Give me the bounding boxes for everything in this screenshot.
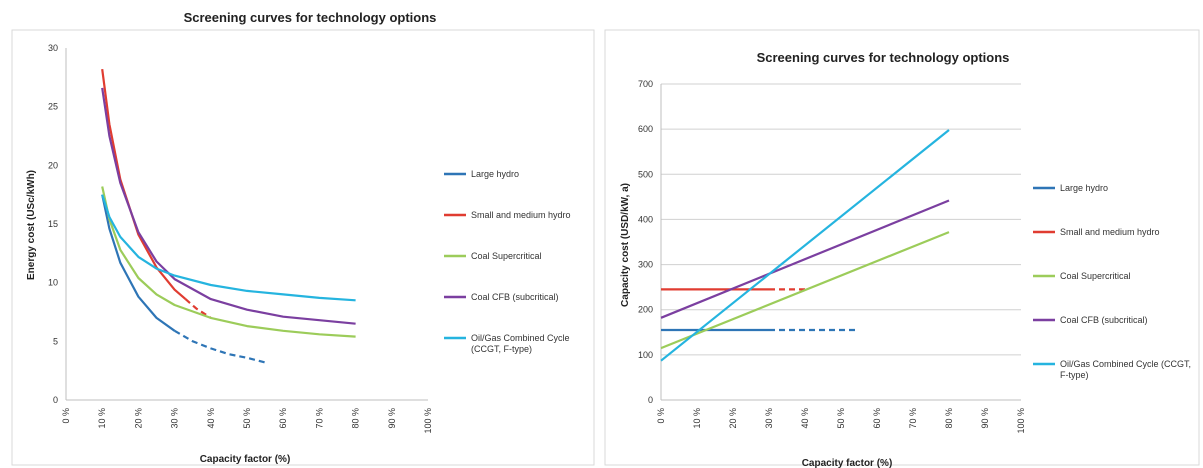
y-tick-label: 500 — [638, 169, 653, 179]
y-tick-label: 100 — [638, 350, 653, 360]
x-tick-label: 50 % — [836, 408, 846, 429]
legend-label-coal-supercritical: Coal Supercritical — [1060, 271, 1131, 281]
y-tick-label: 25 — [48, 102, 58, 112]
x-axis-title: Capacity factor (%) — [802, 458, 893, 468]
series-line-dashed-small-and-medium-hydro — [184, 298, 212, 319]
series-line-dashed-large-hydro — [174, 329, 266, 364]
chart-border — [11, 29, 595, 466]
series-line-coal-cfb-subcritical — [660, 199, 950, 319]
y-axis-title: Capacity cost (USD/kW, a) — [620, 183, 631, 307]
y-tick-label: 600 — [638, 124, 653, 134]
legend-label-large-hydro: Large hydro — [471, 169, 519, 179]
energy-cost-chart-svg: Screening curves for technology options … — [11, 10, 595, 466]
x-tick-label: 20 % — [728, 408, 738, 429]
x-tick-label: 10 % — [97, 408, 107, 429]
y-axis-title: Energy cost (USc/kWh) — [26, 170, 37, 280]
x-tick-label: 30 % — [764, 408, 774, 429]
x-axis-title: Capacity factor (%) — [200, 454, 291, 465]
x-tick-label: 60 % — [278, 408, 288, 429]
y-tick-label: 0 — [648, 395, 653, 405]
x-tick-label: 50 % — [242, 408, 252, 429]
series-line-large-hydro — [101, 194, 176, 332]
y-tick-label: 5 — [53, 336, 58, 346]
x-tick-label: 80 % — [351, 408, 361, 429]
chart-panel-energy-cost: Screening curves for technology options … — [0, 0, 600, 468]
x-tick-label: 40 % — [206, 408, 216, 429]
legend-label-oil-gas-combined-cycle-ccgt-f-type: Oil/Gas Combined Cycle (CCGT, F-type) — [1060, 359, 1191, 380]
series-line-coal-supercritical — [101, 186, 356, 338]
x-tick-label: 100 % — [423, 408, 433, 434]
x-tick-label: 40 % — [800, 408, 810, 429]
x-tick-label: 30 % — [170, 408, 180, 429]
series-line-coal-supercritical — [660, 231, 950, 350]
x-tick-label: 80 % — [944, 408, 954, 429]
legend-label-coal-cfb-subcritical: Coal CFB (subcritical) — [471, 292, 559, 302]
x-tick-label: 60 % — [872, 408, 882, 429]
series-line-small-and-medium-hydro — [101, 68, 187, 300]
legend-label-coal-cfb-subcritical: Coal CFB (subcritical) — [1060, 315, 1148, 325]
series-line-oil-gas-combined-cycle-ccgt-f-type — [101, 194, 356, 302]
y-tick-label: 700 — [638, 79, 653, 89]
y-tick-label: 20 — [48, 160, 58, 170]
legend-label-large-hydro: Large hydro — [1060, 183, 1108, 193]
x-tick-label: 100 % — [1016, 408, 1026, 434]
legend-label-oil-gas-combined-cycle-ccgt-f-type: Oil/Gas Combined Cycle (CCGT, F-type) — [471, 333, 570, 354]
x-tick-label: 10 % — [692, 408, 702, 429]
y-tick-label: 15 — [48, 219, 58, 229]
legend-label-small-and-medium-hydro: Small and medium hydro — [1060, 227, 1160, 237]
y-tick-label: 200 — [638, 305, 653, 315]
x-tick-label: 90 % — [387, 408, 397, 429]
chart-title: Screening curves for technology options — [757, 50, 1010, 65]
x-tick-label: 0 % — [656, 408, 666, 424]
y-tick-label: 300 — [638, 260, 653, 270]
x-tick-label: 0 % — [61, 408, 71, 424]
chart-border — [604, 29, 1200, 466]
legend-label-coal-supercritical: Coal Supercritical — [471, 251, 542, 261]
y-tick-label: 0 — [53, 395, 58, 405]
x-tick-label: 90 % — [980, 408, 990, 429]
x-tick-label: 70 % — [314, 408, 324, 429]
chart-title: Screening curves for technology options — [184, 10, 437, 25]
y-tick-label: 30 — [48, 43, 58, 53]
y-tick-label: 400 — [638, 214, 653, 224]
chart-panel-capacity-cost: Screening curves for technology options … — [603, 0, 1203, 468]
series-line-coal-cfb-subcritical — [101, 87, 356, 325]
series-line-oil-gas-combined-cycle-ccgt-f-type — [660, 129, 950, 362]
capacity-cost-chart-svg: Screening curves for technology options … — [604, 29, 1200, 468]
x-tick-label: 20 % — [133, 408, 143, 429]
legend-label-small-and-medium-hydro: Small and medium hydro — [471, 210, 571, 220]
y-tick-label: 10 — [48, 278, 58, 288]
x-tick-label: 70 % — [908, 408, 918, 429]
